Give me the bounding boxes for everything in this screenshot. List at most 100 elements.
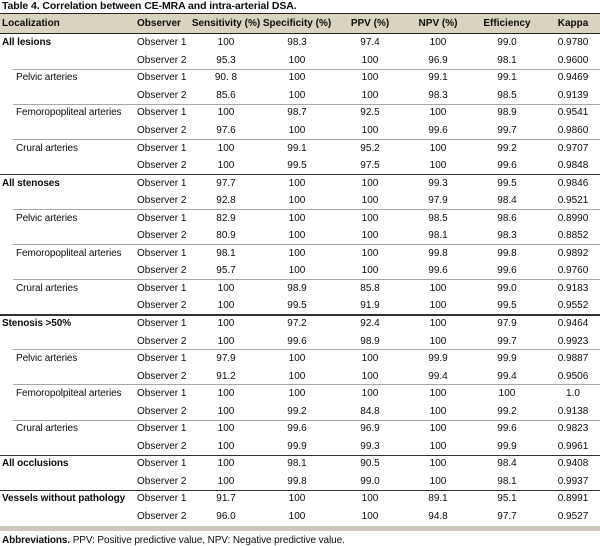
footnote-text: PPV: Positive predictive value, NPV: Neg…: [70, 534, 345, 546]
value-cell: 0.9848: [557, 160, 589, 172]
value-cell: 97.4: [360, 37, 380, 49]
value-cell: 0.9707: [557, 142, 589, 154]
table-row: Observer 2 91.2 100 100 99.4 99.4 0.9506: [0, 367, 600, 385]
value-cell: 99.3: [428, 177, 448, 189]
value-cell: 92.8: [216, 195, 236, 207]
localization-cell: Vessels without pathology: [2, 493, 126, 505]
table-row: Femoropopliteal arteries Observer 1 98.1 10…: [0, 245, 600, 263]
value-cell: 98.3: [428, 89, 448, 101]
value-cell: 100: [288, 388, 306, 400]
minor-rule: [13, 208, 600, 210]
value-cell: 0.8991: [557, 493, 589, 505]
table-group: Femoropolpiteal arteries Observer 1 100 100…: [0, 384, 600, 420]
value-cell: 100: [288, 177, 306, 189]
value-cell: 91.2: [216, 370, 236, 382]
value-cell: 100: [217, 440, 235, 452]
value-cell: 100: [498, 388, 516, 400]
table-group: Crural arteries Observer 1 100 99.1 95.2 100 9…: [0, 138, 600, 175]
observer-cell: Observer 1: [137, 72, 187, 84]
value-cell: 0.9600: [557, 54, 589, 66]
major-rule: [0, 314, 600, 316]
table-row: Pelvic arteries Observer 1 90. 8 100 100 99.1…: [0, 69, 600, 87]
observer-cell: Observer 2: [137, 160, 187, 172]
table-row: Femoropolpiteal arteries Observer 1 100 100…: [0, 385, 600, 403]
minor-rule: [13, 103, 600, 105]
value-cell: 100: [429, 440, 447, 452]
value-cell: 99.2: [497, 405, 517, 417]
column-header-localization: Localization: [2, 18, 60, 29]
localization-cell: All stenoses: [2, 177, 60, 189]
minor-rule: [13, 279, 600, 281]
value-cell: 0.8990: [557, 212, 589, 224]
value-cell: 100: [429, 300, 447, 312]
value-cell: 99.7: [497, 125, 517, 136]
value-cell: 98.1: [287, 458, 307, 470]
observer-cell: Observer 1: [137, 458, 187, 470]
value-cell: 97.5: [360, 160, 380, 172]
observer-cell: Observer 1: [137, 353, 187, 365]
table-row: Observer 2 100 99.5 91.9 100 99.5 0.9552: [0, 297, 600, 315]
observer-cell: Observer 2: [137, 300, 187, 312]
value-cell: 99.9: [287, 440, 307, 452]
localization-cell: Femoropopliteal arteries: [16, 107, 122, 119]
value-cell: 99.0: [497, 282, 517, 294]
value-cell: 100: [361, 72, 379, 84]
table-group: Femoropopliteal arteries Observer 1 100 98.…: [0, 103, 600, 139]
column-header-specificity: Specificity (%): [262, 18, 332, 29]
observer-cell: Observer 1: [137, 37, 187, 49]
value-cell: 100: [288, 125, 306, 136]
value-cell: 99.1: [428, 72, 448, 84]
value-cell: 98.1: [216, 247, 236, 259]
value-cell: 100: [217, 107, 235, 119]
table-row: Pelvic arteries Observer 1 97.9 100 100 99.9 9…: [0, 350, 600, 368]
value-cell: 100: [288, 54, 306, 66]
value-cell: 99.4: [497, 370, 517, 382]
value-cell: 0.9961: [557, 440, 589, 452]
value-cell: 0.9780: [557, 37, 589, 49]
table-row: Observer 2 96.0 100 100 94.8 97.7 0.9527: [0, 508, 600, 526]
value-cell: 100: [288, 212, 306, 224]
value-cell: 0.9138: [557, 405, 589, 417]
value-cell: 100: [429, 37, 447, 49]
major-rule: [0, 454, 600, 457]
localization-cell: All lesions: [2, 37, 51, 49]
value-cell: 0.9469: [557, 72, 589, 84]
value-cell: 99.6: [497, 265, 517, 277]
minor-rule: [13, 244, 600, 246]
value-cell: 0.9846: [557, 177, 589, 189]
observer-cell: Observer 2: [137, 230, 187, 242]
table-title: Table 4. Correlation between CE-MRA and …: [2, 0, 297, 12]
table-row: Observer 2 80.9 100 100 98.1 98.3 0.8852: [0, 227, 600, 245]
table-row: All occlusions Observer 1 100 98.1 90.5 100 98…: [0, 455, 600, 473]
value-cell: 99.9: [428, 353, 448, 365]
value-cell: 99.6: [497, 160, 517, 172]
value-cell: 0.9760: [557, 265, 589, 277]
value-cell: 100: [288, 89, 306, 101]
observer-cell: Observer 2: [137, 370, 187, 382]
observer-cell: Observer 1: [137, 177, 187, 189]
value-cell: 0.8852: [557, 230, 589, 242]
value-cell: 90.5: [360, 458, 380, 470]
value-cell: 96.9: [428, 54, 448, 66]
value-cell: 99.8: [497, 247, 517, 259]
footnote-abbreviations-label: Abbreviations.: [2, 534, 71, 546]
value-cell: 100: [429, 423, 447, 435]
value-cell: 100: [217, 160, 235, 172]
table-row: Observer 2 100 99.5 97.5 100 99.6 0.9848: [0, 157, 600, 175]
table-row: All stenoses Observer 1 97.7 100 100 99.3 99.5…: [0, 174, 600, 192]
value-cell: 100: [217, 458, 235, 470]
value-cell: 100: [288, 195, 306, 207]
value-cell: 97.9: [216, 353, 236, 365]
observer-cell: Observer 1: [137, 388, 187, 400]
value-cell: 100: [361, 212, 379, 224]
value-cell: 100: [288, 247, 306, 259]
observer-cell: Observer 1: [137, 318, 187, 330]
value-cell: 100: [361, 370, 379, 382]
value-cell: 98.5: [428, 212, 448, 224]
table-row: Observer 2 100 99.8 99.0 100 98.1 0.9937: [0, 473, 600, 491]
value-cell: 92.5: [360, 107, 380, 119]
value-cell: 95.1: [497, 493, 517, 505]
table-row: Crural arteries Observer 1 100 99.1 95.2 100 9…: [0, 139, 600, 157]
value-cell: 99.6: [287, 423, 307, 435]
value-cell: 98.4: [497, 195, 517, 207]
